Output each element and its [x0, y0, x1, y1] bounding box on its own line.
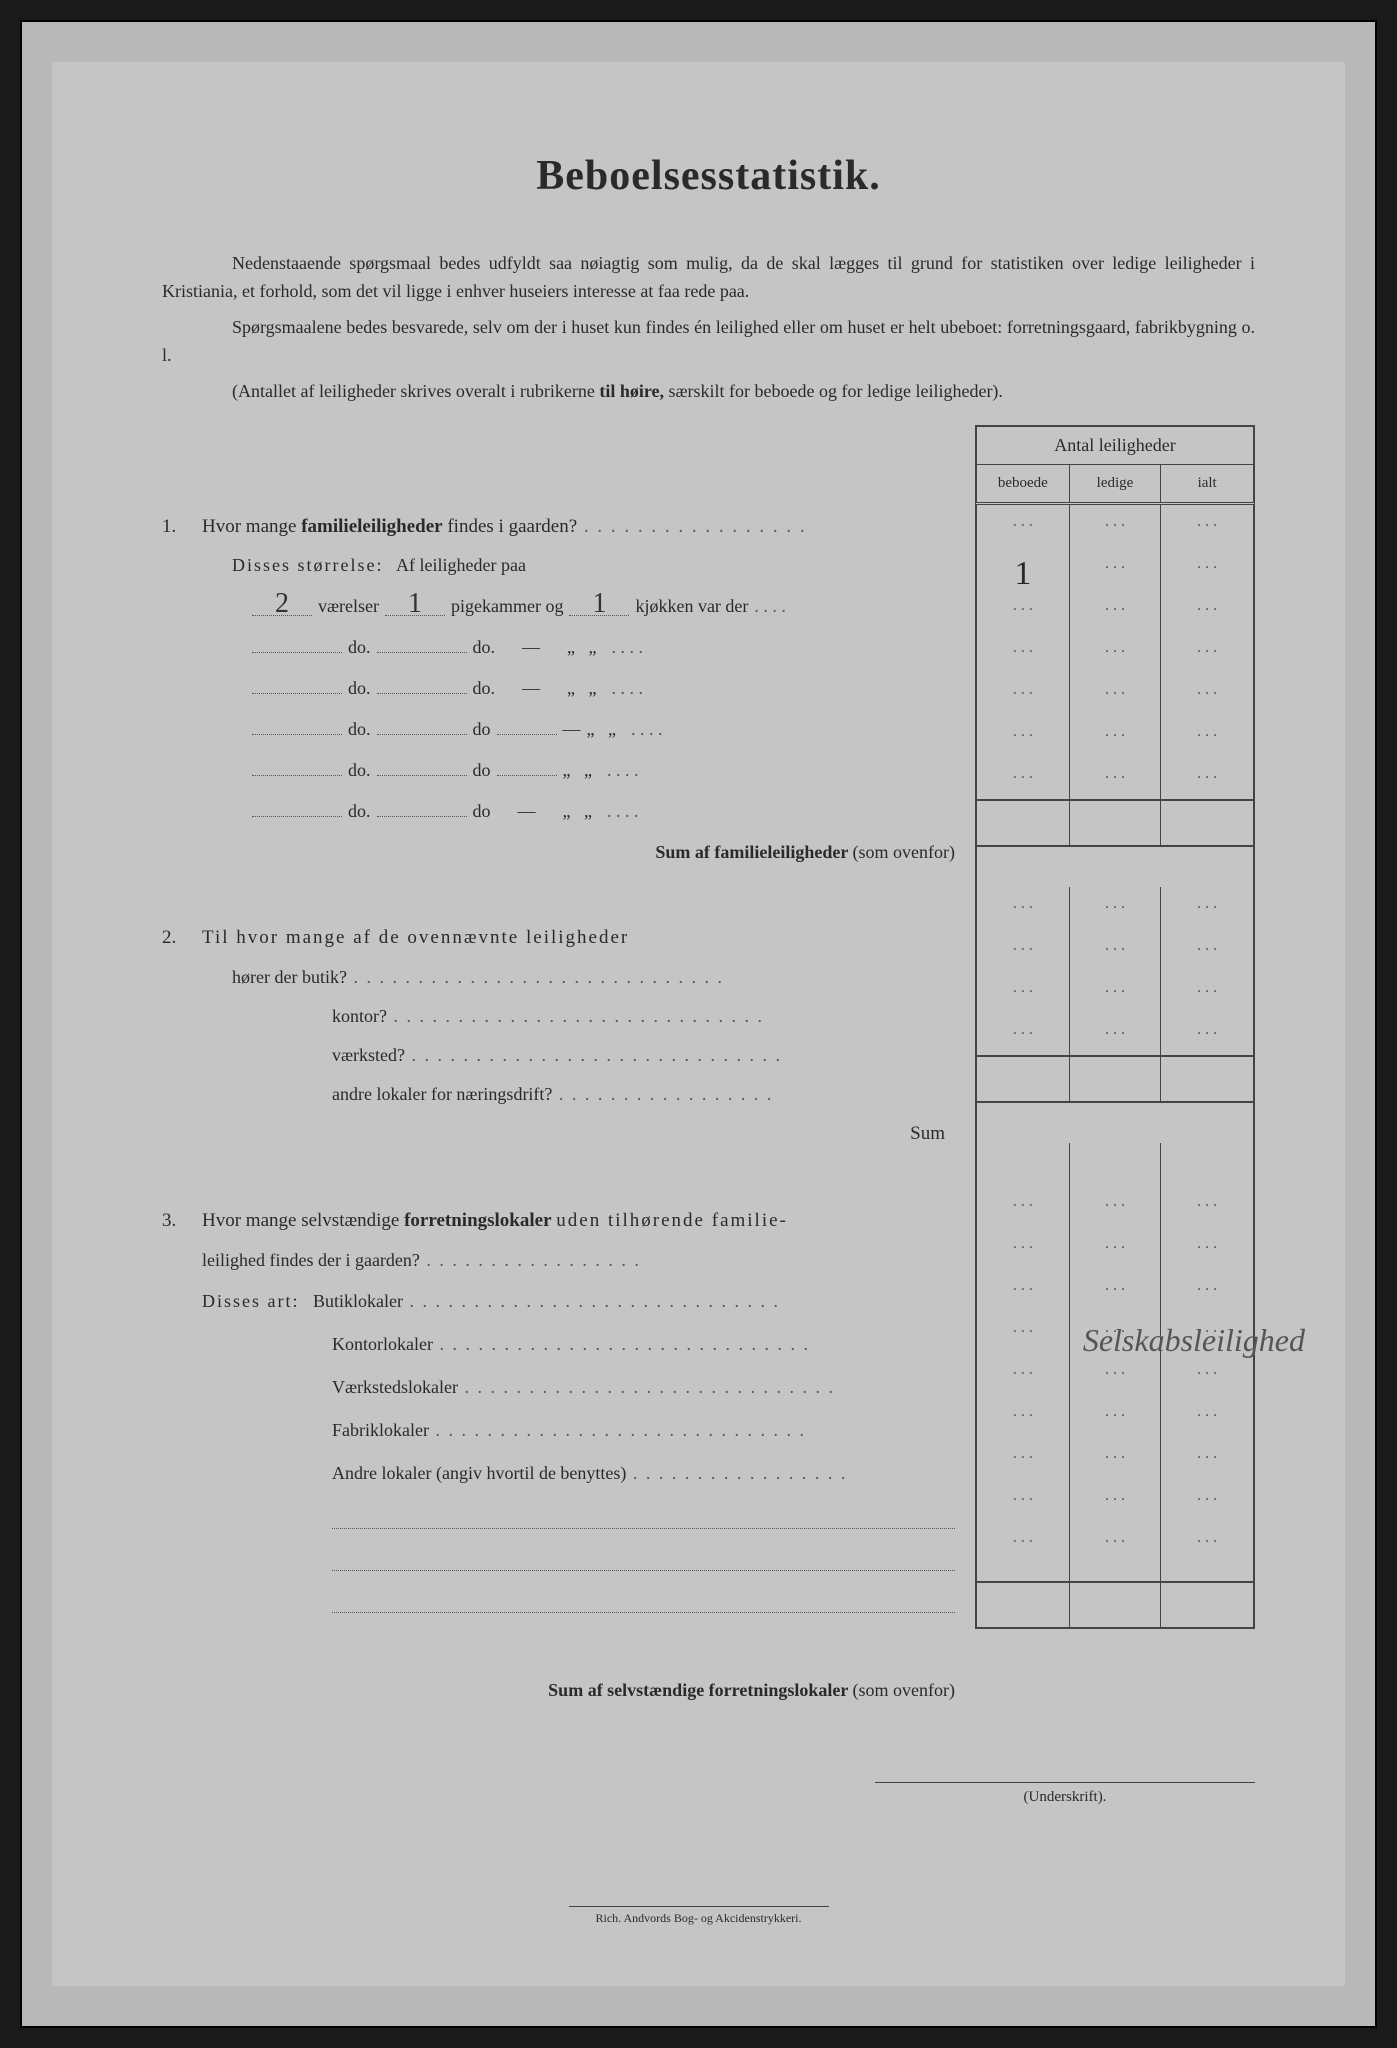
content-area: Antal leiligheder beboede ledige ialt 1.… — [162, 425, 1255, 1704]
q2-kontor: kontor? — [332, 1003, 955, 1030]
q3-sum: Sum af selvstændige forretningslokaler (… — [162, 1677, 955, 1704]
q2-butik: hører der butik? — [232, 964, 955, 991]
q1-form-line-do: do. do. — „ „ . . . . — [252, 634, 955, 661]
question-3: 3. Hvor mange selvstændige forretningslo… — [162, 1207, 955, 1236]
q3-number: 3. — [162, 1207, 202, 1236]
table-row — [975, 589, 1255, 631]
blank-line — [332, 1507, 955, 1529]
intro-p3: (Antallet af leiligheder skrives overalt… — [162, 378, 1255, 406]
table-row — [975, 887, 1255, 929]
table-header-cols: beboede ledige ialt — [975, 465, 1255, 505]
table-gap — [975, 1103, 1255, 1143]
q1-disses: Disses størrelse: Af leiligheder paa — [232, 552, 955, 579]
table-sum-row — [975, 1055, 1255, 1103]
q1-text: Hvor mange familieleiligheder findes i g… — [202, 513, 955, 542]
signature-line: (Underskrift). — [875, 1782, 1255, 1806]
table-gap — [975, 847, 1255, 887]
hw-kjokken: 1 — [569, 593, 629, 616]
questions-body: 1. Hvor mange familieleiligheder findes … — [162, 425, 955, 1704]
table-row — [975, 631, 1255, 673]
table-row — [975, 1353, 1255, 1395]
intro-p1-text: Nedenstaaende spørgsmaal bedes udfyldt s… — [162, 253, 1255, 301]
table-row — [975, 715, 1255, 757]
scan-frame: Beboelsesstatistik. Nedenstaaende spørgs… — [20, 20, 1377, 2028]
hw-vaerelser: 2 — [252, 593, 312, 616]
intro-p3c: særskilt for beboede og for ledige leili… — [669, 381, 1003, 401]
page-title: Beboelsesstatistik. — [162, 152, 1255, 200]
table-row — [975, 1395, 1255, 1437]
intro-p3b: til høire, — [599, 381, 664, 401]
side-table: Antal leiligheder beboede ledige ialt 1.… — [975, 425, 1255, 1629]
q1-form-line-1: 2 værelser 1 pigekammer og 1 kjøkken var… — [252, 593, 955, 620]
intro-p3a: (Antallet af leiligheder skrives overalt… — [232, 381, 595, 401]
q2-number: 2. — [162, 924, 202, 953]
table-row — [975, 1269, 1255, 1311]
table-row — [975, 1143, 1255, 1185]
q1-form-line-do: do. do. — „ „ . . . . — [252, 675, 955, 702]
handwritten-value: 1 — [1014, 555, 1031, 592]
blank-line — [332, 1591, 955, 1613]
q3-andre: Andre lokaler (angiv hvortil de benyttes… — [332, 1460, 955, 1487]
q1-form-line-do: do. do „ „ . . . . — [252, 757, 955, 784]
intro-p2-text: Spørgsmaalene bedes besvarede, selv om d… — [162, 317, 1255, 365]
q2-sum: Sum — [162, 1120, 955, 1149]
q3-disses: Disses art: Butiklokaler — [202, 1288, 955, 1315]
q3-kontor: Kontorlokaler — [332, 1331, 955, 1358]
q1-form-line-do: do. do — „ „ . . . . — [252, 798, 955, 825]
table-row — [975, 673, 1255, 715]
table-row — [975, 1013, 1255, 1055]
table-row — [975, 505, 1255, 547]
table-row — [975, 757, 1255, 799]
table-row — [975, 1521, 1255, 1581]
blank-line — [332, 1549, 955, 1571]
intro-p1: Nedenstaaende spørgsmaal bedes udfyldt s… — [162, 250, 1255, 306]
table-header-top: Antal leiligheder — [975, 425, 1255, 465]
table-row — [975, 929, 1255, 971]
printer-credit: Rich. Andvords Bog- og Akcidenstrykkeri. — [569, 1906, 829, 1926]
table-row — [975, 1227, 1255, 1269]
col-ledige: ledige — [1070, 465, 1162, 502]
table-row — [975, 1437, 1255, 1479]
table-sum-row — [975, 1581, 1255, 1629]
table-row — [975, 1479, 1255, 1521]
document-paper: Beboelsesstatistik. Nedenstaaende spørgs… — [52, 62, 1345, 1986]
q1-form-line-do: do. do — „ „ . . . . — [252, 716, 955, 743]
table-row — [975, 971, 1255, 1013]
table-row: 1. . .. . . — [975, 547, 1255, 589]
handwritten-note: Selskabsleilighed — [1083, 1322, 1305, 1359]
q3-vaerksted: Værkstedslokaler — [332, 1374, 955, 1401]
q1-number: 1. — [162, 513, 202, 542]
q3-text: Hvor mange selvstændige forretningslokal… — [202, 1207, 955, 1236]
q2-vaerksted: værksted? — [332, 1042, 955, 1069]
question-1: 1. Hvor mange familieleiligheder findes … — [162, 513, 955, 542]
q3-fabrik: Fabriklokaler — [332, 1417, 955, 1444]
q1-sum: Sum af familieleiligheder (som ovenfor) — [162, 839, 955, 866]
col-beboede: beboede — [977, 465, 1070, 502]
hw-pigekammer: 1 — [385, 593, 445, 616]
question-2: 2. Til hvor mange af de ovennævnte leili… — [162, 924, 955, 953]
q3-line2: leilighed findes der i gaarden? — [202, 1247, 955, 1274]
q2-text: Til hvor mange af de ovennævnte leilighe… — [202, 924, 955, 953]
table-sum-row — [975, 799, 1255, 847]
q2-andre: andre lokaler for næringsdrift? — [332, 1081, 955, 1108]
intro-p2: Spørgsmaalene bedes besvarede, selv om d… — [162, 314, 1255, 370]
col-ialt: ialt — [1161, 465, 1253, 502]
table-row — [975, 1185, 1255, 1227]
